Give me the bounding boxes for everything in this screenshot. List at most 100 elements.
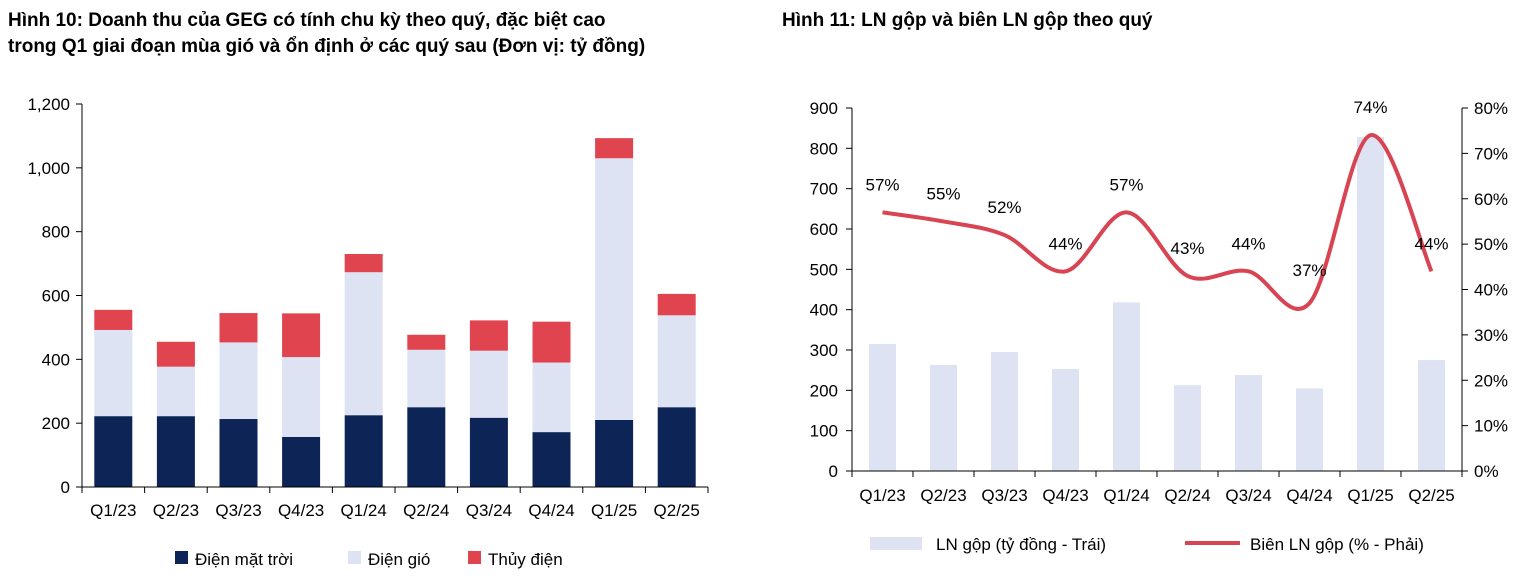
x-tick-label: Q4/23 (1042, 486, 1088, 505)
bar-gross-profit-Q3/24 (1235, 375, 1262, 471)
bar-hydro-Q2/25 (657, 293, 696, 316)
y-tick-label: 1,000 (27, 159, 70, 178)
y-tick-label-right: 20% (1474, 371, 1508, 390)
bar-hydro-Q1/23 (94, 309, 133, 330)
bar-wind-Q1/25 (595, 158, 634, 420)
legend-label: Thủy điện (488, 550, 563, 569)
x-tick-label: Q3/24 (466, 501, 512, 520)
bar-wind-Q2/24 (407, 349, 446, 408)
bar-gross-profit-Q1/23 (869, 343, 896, 471)
x-tick-label: Q4/23 (278, 501, 324, 520)
y-tick-label-left: 800 (810, 139, 838, 158)
y-tick-label-left: 200 (810, 381, 838, 400)
data-label-margin: 44% (1048, 234, 1082, 253)
bar-wind-Q4/24 (532, 362, 571, 433)
bar-solar-Q4/24 (532, 432, 571, 487)
y-tick-label-left: 0 (829, 462, 838, 481)
bar-hydro-Q4/23 (282, 313, 321, 358)
y-tick-label-left: 100 (810, 422, 838, 441)
data-label-margin: 44% (1414, 234, 1448, 253)
chart-1-title: Hình 10: Doanh thu của GEG có tính chu k… (8, 8, 758, 60)
y-tick-label-right: 0% (1474, 462, 1499, 481)
bar-gross-profit-Q2/24 (1174, 385, 1201, 471)
chart-1-title-line1: Hình 10: Doanh thu của GEG có tính chu k… (8, 10, 606, 31)
bar-wind-Q3/24 (469, 350, 508, 418)
y-tick-label-right: 50% (1474, 235, 1508, 254)
bar-wind-Q4/23 (282, 357, 321, 437)
bar-wind-Q1/23 (94, 329, 133, 417)
data-label-margin: 57% (865, 175, 899, 194)
x-tick-label: Q1/24 (341, 501, 387, 520)
legend-label: Biên LN gộp (% - Phải) (1250, 535, 1424, 554)
bar-solar-Q2/24 (407, 407, 446, 487)
x-tick-label: Q3/23 (215, 501, 261, 520)
bar-wind-Q2/25 (657, 315, 696, 408)
bar-gross-profit-Q2/25 (1418, 360, 1445, 471)
y-tick-label: 200 (42, 414, 70, 433)
bar-wind-Q3/23 (219, 342, 258, 420)
data-label-margin: 44% (1231, 234, 1265, 253)
x-tick-label: Q2/24 (1164, 486, 1210, 505)
chart-2-title: Hình 11: LN gộp và biên LN gộp theo quý (782, 10, 1153, 31)
bar-hydro-Q1/24 (344, 254, 383, 273)
bar-solar-Q2/25 (657, 407, 696, 487)
y-tick-label-left: 700 (810, 180, 838, 199)
bar-hydro-Q2/24 (407, 334, 446, 350)
legend-label: Điện mặt trời (195, 550, 293, 569)
x-tick-label: Q3/23 (981, 486, 1027, 505)
bar-solar-Q2/23 (156, 416, 195, 487)
x-tick-label: Q2/23 (153, 501, 199, 520)
x-tick-label: Q1/24 (1103, 486, 1149, 505)
x-tick-label: Q1/23 (859, 486, 905, 505)
bar-hydro-Q2/23 (156, 341, 195, 367)
y-tick-label-right: 60% (1474, 190, 1508, 209)
data-label-margin: 52% (987, 198, 1021, 217)
y-tick-label-right: 40% (1474, 281, 1508, 300)
x-tick-label: Q2/23 (920, 486, 966, 505)
data-label-margin: 37% (1292, 261, 1326, 280)
x-tick-label: Q4/24 (1286, 486, 1332, 505)
y-tick-label: 400 (42, 350, 70, 369)
bar-gross-profit-Q4/24 (1296, 388, 1323, 471)
y-tick-label-right: 70% (1474, 144, 1508, 163)
data-label-margin: 55% (926, 184, 960, 203)
x-tick-label: Q3/24 (1225, 486, 1271, 505)
y-tick-label-right: 80% (1474, 99, 1508, 118)
bar-solar-Q1/25 (595, 419, 634, 487)
y-tick-label: 1,200 (27, 95, 70, 114)
y-tick-label: 800 (42, 223, 70, 242)
legend-swatch-solar (175, 551, 188, 564)
bar-gross-profit-Q4/23 (1052, 368, 1079, 471)
x-tick-label: Q2/25 (1408, 486, 1454, 505)
y-tick-label: 0 (61, 478, 70, 497)
legend-swatch-gross-profit (870, 537, 922, 550)
bar-wind-Q1/24 (344, 272, 383, 416)
bar-solar-Q3/24 (469, 417, 508, 487)
bar-solar-Q4/23 (282, 436, 321, 487)
bar-gross-profit-Q2/23 (930, 364, 957, 471)
legend-swatch-wind (348, 551, 361, 564)
line-gross-margin (882, 133, 1434, 311)
bar-solar-Q3/23 (219, 419, 258, 487)
bar-solar-Q1/23 (94, 416, 133, 487)
chart-1-title-line2: trong Q1 giai đoạn mùa gió và ổn định ở … (8, 36, 646, 57)
bar-hydro-Q4/24 (532, 321, 571, 363)
legend-label: LN gộp (tỷ đồng - Trái) (936, 535, 1106, 554)
bar-hydro-Q3/24 (469, 320, 508, 351)
bar-hydro-Q1/25 (595, 138, 634, 159)
y-tick-label-right: 30% (1474, 326, 1508, 345)
y-tick-label-left: 300 (810, 341, 838, 360)
x-tick-label: Q2/25 (654, 501, 700, 520)
data-label-margin: 43% (1170, 239, 1204, 258)
legend-swatch-hydro (468, 551, 481, 564)
x-tick-label: Q2/24 (403, 501, 449, 520)
y-tick-label: 600 (42, 287, 70, 306)
y-tick-label-left: 500 (810, 260, 838, 279)
y-tick-label-left: 400 (810, 301, 838, 320)
x-tick-label: Q1/25 (591, 501, 637, 520)
x-tick-label: Q1/25 (1347, 486, 1393, 505)
y-tick-label-right: 10% (1474, 417, 1508, 436)
data-label-margin: 74% (1353, 98, 1387, 117)
x-tick-label: Q1/23 (90, 501, 136, 520)
